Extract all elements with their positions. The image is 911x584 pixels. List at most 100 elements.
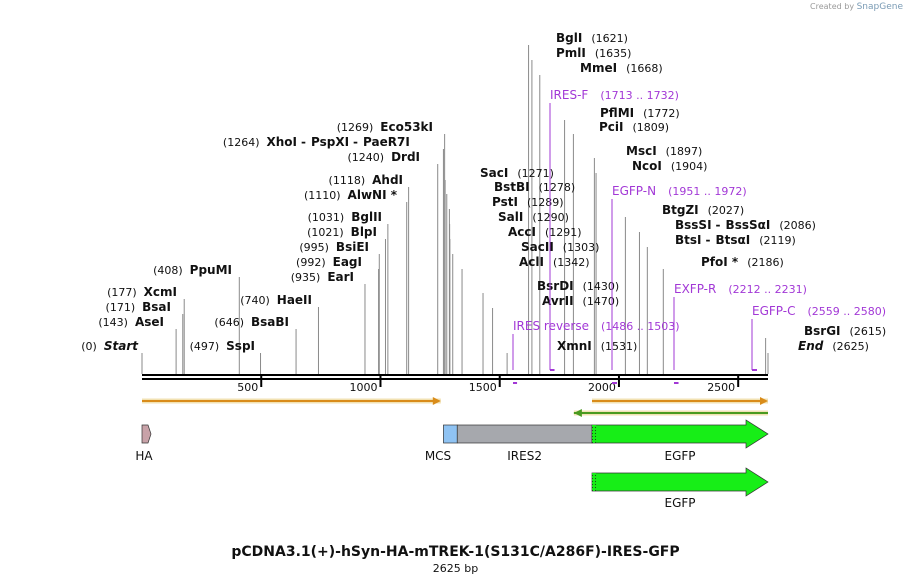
feature-arrow [591, 467, 769, 497]
site-position: (1031) [308, 211, 345, 224]
site-position: (171) [106, 301, 136, 314]
site-position: (2625) [832, 340, 869, 353]
site-position: (1118) [329, 174, 366, 187]
site-position: (2615) [850, 325, 887, 338]
site-name: BsaBI [251, 315, 289, 329]
site-name: PmlI [556, 46, 586, 60]
feature-ha[interactable]: HA [135, 424, 153, 463]
site-bsiei[interactable]: BsiEI (995) [299, 240, 369, 254]
site-bsabi[interactable]: BsaBI (646) [214, 315, 289, 329]
site-xhoi[interactable]: XhoI - PspXI - PaeR7I(1264) [223, 135, 410, 149]
site-acci[interactable]: AccI (1291) [508, 225, 582, 239]
site-position: (2186) [747, 256, 784, 269]
site-name: AseI [135, 315, 164, 329]
site-position: (1621) [591, 32, 628, 45]
primer-egfp-n[interactable]: EGFP-N (1951 .. 1972) [611, 184, 747, 384]
feature-box [141, 424, 152, 444]
site-sacii[interactable]: SacII (1303) [521, 240, 599, 254]
site-acli[interactable]: AclI (1342) [519, 255, 590, 269]
primer-range: (2212 .. 2231) [728, 283, 807, 296]
site-bsssi[interactable]: BssSI - BssSαI (2086) [675, 218, 816, 232]
site-eagi[interactable]: EagI (992) [296, 255, 362, 269]
feature-label: MCS [425, 449, 451, 463]
site-position: (1809) [633, 121, 670, 134]
site-bsrdi[interactable]: BsrDI (1430) [537, 279, 619, 293]
site-pfoi[interactable]: PfoI * (2186) [701, 255, 784, 269]
backbone-bottom-strand [142, 378, 768, 380]
orf-forward-1[interactable] [142, 397, 441, 405]
site-start[interactable]: Start (0) [81, 339, 139, 353]
site-pcii[interactable]: PciI (1809) [599, 120, 669, 134]
site-psti[interactable]: PstI (1289) [492, 195, 564, 209]
site-position: (1289) [527, 196, 564, 209]
site-btgzi[interactable]: BtgZI (2027) [662, 203, 744, 217]
site-pmli[interactable]: PmlI (1635) [556, 46, 631, 60]
site-end[interactable]: End (2625) [798, 339, 869, 353]
site-asei[interactable]: AseI (143) [98, 315, 164, 329]
site-bgli[interactable]: BglI (1621) [556, 31, 628, 45]
site-position: (1470) [583, 295, 620, 308]
orf-forward-2[interactable] [592, 397, 768, 405]
site-isoschizomer: BtsαI [716, 233, 751, 247]
site-name: AhdI [372, 173, 403, 187]
site-position: (497) [190, 340, 220, 353]
site-name: PstI [492, 195, 518, 209]
site-xcmi[interactable]: XcmI (177) [107, 285, 177, 299]
site-position: (1303) [563, 241, 600, 254]
primer-ires-reverse[interactable]: IRES reverse (1486 .. 1503) [512, 319, 680, 384]
site-blpi[interactable]: BlpI (1021) [307, 225, 377, 239]
site-name: PpuMI [190, 263, 232, 277]
site-eari[interactable]: EarI (935) [291, 270, 354, 284]
site-name: EagI [333, 255, 362, 269]
site-btsi[interactable]: BtsI - BtsαI (2119) [675, 233, 796, 247]
credit-prefix: Created by [810, 2, 855, 11]
site-name: End [798, 339, 824, 353]
site-name: AccI [508, 225, 536, 239]
site-separator: - [353, 135, 358, 149]
site-name: SacI [480, 166, 508, 180]
site-position: (1271) [517, 167, 554, 180]
site-msci[interactable]: MscI (1897) [626, 144, 702, 158]
site-ncoi[interactable]: NcoI (1904) [632, 159, 707, 173]
site-drdi[interactable]: DrdI (1240) [347, 150, 420, 164]
site-xmni[interactable]: XmnI (1531) [557, 339, 637, 353]
feature-egfp[interactable]: EGFP [591, 467, 769, 510]
site-pflmi[interactable]: PflMI (1772) [600, 106, 680, 120]
site-position: (1269) [337, 121, 374, 134]
site-avrii[interactable]: AvrII (1470) [542, 294, 619, 308]
primer-egfp-c[interactable]: EGFP-C (2559 .. 2580) [751, 304, 886, 371]
site-eco53ki[interactable]: Eco53kI (1269) [337, 120, 433, 134]
site-alwni[interactable]: AlwNI * (1110) [304, 188, 398, 202]
site-sali[interactable]: SalI (1290) [498, 210, 569, 224]
feature-ires2[interactable]: IRES2 [456, 424, 593, 463]
site-position: (935) [291, 271, 321, 284]
feature-mcs[interactable]: MCS [425, 424, 458, 463]
site-mmei[interactable]: MmeI (1668) [580, 61, 663, 75]
site-ahdi[interactable]: AhdI (1118) [329, 173, 403, 187]
site-position: (1264) [223, 136, 260, 149]
primer-exfp-r[interactable]: EXFP-R (2212 .. 2231) [673, 282, 807, 384]
site-haeii[interactable]: HaeII (740) [240, 293, 312, 307]
feature-fusion-junction [592, 425, 597, 443]
site-name: MscI [626, 144, 657, 158]
site-sspi[interactable]: SspI (497) [190, 339, 255, 353]
ruler-tick-label: 2000 [588, 381, 616, 394]
backbone-top-strand [142, 374, 768, 376]
site-position: (992) [296, 256, 326, 269]
primer-ires-f[interactable]: IRES-F (1713 .. 1732) [549, 88, 679, 371]
feature-egfp[interactable]: EGFP [591, 419, 769, 463]
site-bsai[interactable]: BsaI (171) [106, 300, 171, 314]
site-name: XhoI [266, 135, 297, 149]
site-ppumi[interactable]: PpuMI (408) [153, 263, 232, 277]
site-bglii[interactable]: BglII (1031) [308, 210, 382, 224]
site-bsrgi[interactable]: BsrGI (2615) [804, 324, 886, 338]
site-name: BsaI [142, 300, 171, 314]
primer-name: IRES reverse [513, 319, 589, 333]
orf-reverse-1[interactable] [573, 409, 768, 417]
orf-arrowhead [432, 397, 441, 405]
site-bstbi[interactable]: BstBI (1278) [494, 180, 575, 194]
feature-label: EGFP [664, 449, 695, 463]
site-name: BglI [556, 31, 582, 45]
site-saci[interactable]: SacI (1271) [480, 166, 554, 180]
